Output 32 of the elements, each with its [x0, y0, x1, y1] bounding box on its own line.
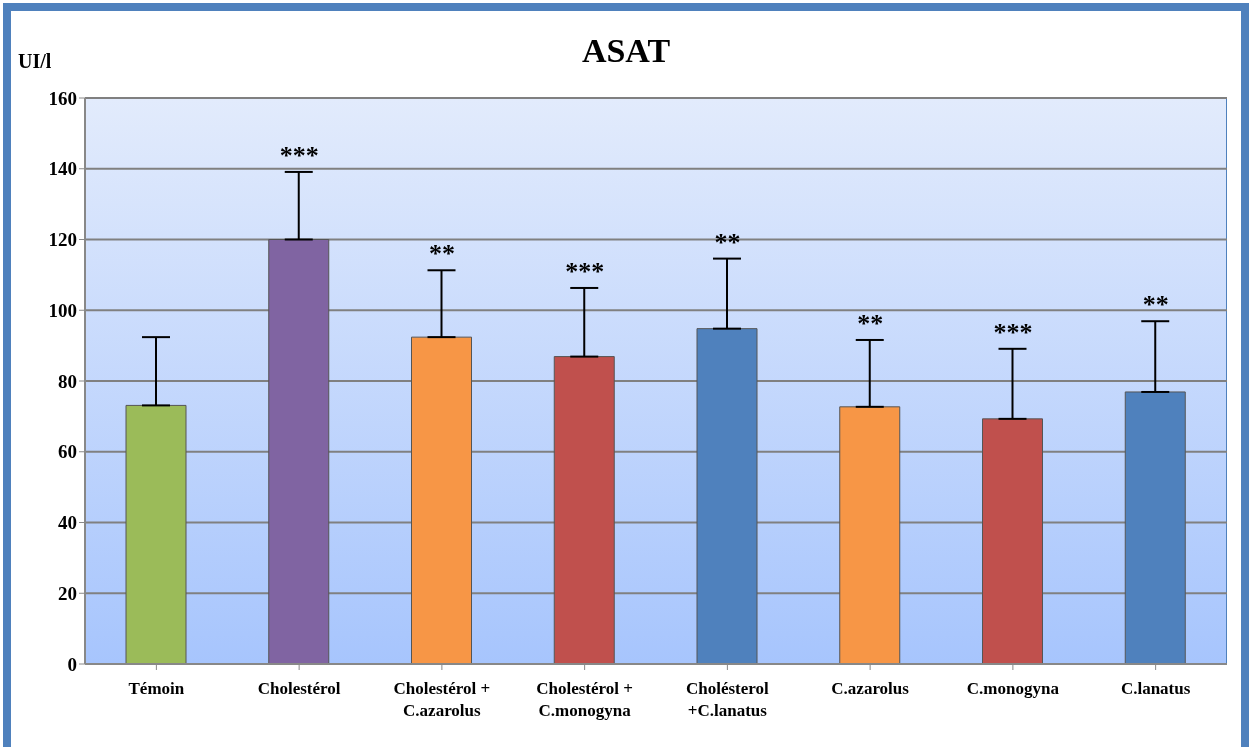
- chart-title: ASAT: [581, 32, 671, 69]
- bar: [553, 356, 615, 664]
- x-tick-label: Cholestérol + C.monogyna: [536, 679, 633, 720]
- bar: [839, 406, 901, 664]
- bar: [268, 239, 330, 664]
- bar: [411, 336, 472, 664]
- annotation: **: [1142, 290, 1169, 320]
- y-tick-label: 60: [58, 441, 77, 463]
- annotation: ***: [279, 140, 319, 170]
- bar: [125, 404, 187, 664]
- y-tick-label: 100: [48, 299, 77, 321]
- x-tick-label: C.monogyna: [966, 679, 1060, 698]
- x-tick-label: Cholésterol +C.lanatus: [685, 679, 770, 720]
- x-tick-label: C.lanatus: [1120, 679, 1191, 698]
- x-tick-label: Cholestérol: [257, 679, 341, 698]
- annotation: ***: [565, 256, 605, 286]
- y-tick-label: 40: [58, 512, 77, 534]
- y-tick-label: 0: [67, 653, 77, 675]
- y-tick-label: 120: [48, 229, 77, 251]
- x-tick-label: Cholestérol + C.azarolus: [393, 679, 491, 720]
- annotation: **: [428, 239, 455, 269]
- y-tick-label: 20: [58, 582, 77, 604]
- y-tick-label: 80: [58, 370, 77, 392]
- annotation: ***: [993, 317, 1033, 347]
- y-axis-title: UI/l: [18, 50, 52, 73]
- bar: [982, 418, 1043, 664]
- x-tick-label: C.azarolus: [831, 679, 910, 698]
- annotation: **: [857, 308, 884, 338]
- y-tick-label: 140: [48, 158, 77, 180]
- y-tick-label: 160: [48, 87, 77, 109]
- x-tick-label: Témoin: [128, 679, 185, 698]
- annotation: **: [714, 227, 741, 257]
